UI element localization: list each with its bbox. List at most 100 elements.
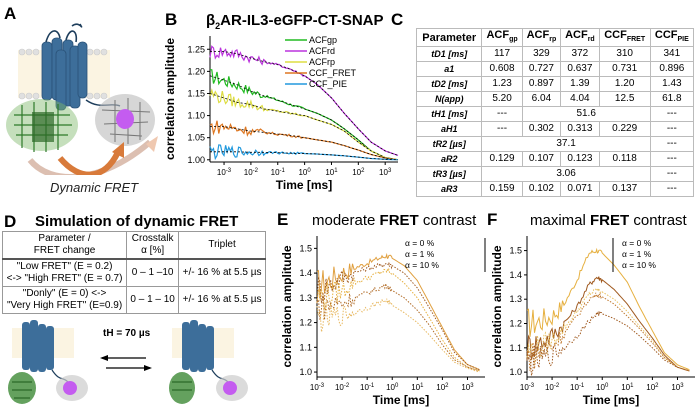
- chart-e: 1.0 1.1 1.2 1.3 1.4 1.5 10-3 10-2 10-1 100 101 102 1…: [280, 236, 486, 407]
- x-tick-label: 10-3: [310, 383, 325, 392]
- value-cell: 0.123: [560, 151, 600, 168]
- dynamic-fret-arrow-light: [27, 139, 152, 175]
- panel-d-title: Simulation of dynamic FRET: [35, 213, 239, 230]
- snap-tag: [95, 94, 155, 146]
- value-cell: 0.159: [481, 181, 523, 198]
- chart-f-title: maximal FRET contrast: [530, 212, 687, 229]
- panel-e-label: E: [277, 210, 289, 229]
- fret-change-cell: "Donly" (E = 0) <-> "Very High FRET" (E=0…: [1, 286, 128, 314]
- title-rest: AR-IL3-eGFP-CT-SNAP: [220, 12, 384, 29]
- x-tick-label: 10-1: [271, 168, 286, 177]
- table-row: "Donly" (E = 0) <-> "Very High FRET" (E=0…: [1, 286, 266, 314]
- legend-label: α = 1 %: [405, 249, 435, 259]
- y-tick-label: 1.20: [187, 66, 205, 76]
- x-tick-label: 100: [596, 383, 609, 392]
- value-cell: 61.8: [649, 91, 695, 108]
- panel-f-label: F: [487, 210, 498, 229]
- value-cell: 0.302: [521, 121, 562, 138]
- value-cell: ---: [481, 106, 523, 123]
- series-line: [209, 45, 399, 156]
- legend-label: ACFrp: [309, 57, 335, 67]
- fit-line: [209, 93, 399, 161]
- value-cell: 0.727: [521, 61, 562, 78]
- table-row: aR3 0.159 0.102 0.071 0.137 ---: [415, 181, 695, 198]
- dynamic-fret-scheme: tH = 70 µs: [8, 320, 248, 404]
- legend-label: α = 10 %: [622, 260, 656, 270]
- chart-b: 1.00 1.05 1.10 1.15 1.20 1.25 10-3 10-2 10-1 100 1…: [163, 35, 399, 192]
- fit-line: [210, 51, 399, 156]
- parameter-cell: aH1: [415, 121, 483, 138]
- rate-label: tH = 70 µs: [103, 328, 151, 339]
- equilibrium-arrows: [100, 355, 152, 371]
- y-tick-label: 1.3: [299, 293, 312, 303]
- value-cell: 51.6: [521, 106, 651, 123]
- value-cell: ---: [649, 166, 695, 183]
- title-sub: 2: [215, 21, 221, 31]
- parameter-cell: tD2 [ms]: [415, 76, 483, 93]
- parameter-cell: aR2: [415, 151, 483, 168]
- y-axis-label: correlation amplitude: [490, 245, 504, 367]
- dynamic-fret-arrow: [57, 150, 121, 175]
- value-cell: ---: [481, 121, 523, 138]
- series-line: [316, 262, 480, 371]
- parameter-cell: tR2 [µs]: [415, 136, 483, 153]
- y-tick-label: 1.4: [299, 268, 312, 278]
- low-fret-state: [8, 320, 88, 404]
- chart-e-title: moderate FRET contrast: [312, 212, 477, 229]
- y-tick-label: 1.05: [187, 133, 205, 143]
- x-tick-label: 100: [298, 168, 311, 177]
- y-tick-label: 1.00: [187, 155, 205, 165]
- value-cell: 0.118: [598, 151, 651, 168]
- header-parameter: Parameter / FRET change: [1, 231, 128, 260]
- gfp-barrel: [6, 99, 78, 152]
- parameter-cell: tD1 [ms]: [415, 46, 483, 63]
- value-cell: 0.129: [481, 151, 523, 168]
- table-row: aR2 0.129 0.107 0.123 0.118 ---: [415, 151, 695, 168]
- gpcr-helices: [41, 37, 88, 111]
- series-line: [209, 120, 399, 161]
- parameter-cell: a1: [415, 61, 483, 78]
- parameter-cell: tH1 [ms]: [415, 106, 483, 123]
- y-tick-label: 1.15: [187, 88, 205, 98]
- value-cell: 0.107: [521, 151, 562, 168]
- legend-label: α = 1 %: [622, 249, 652, 259]
- value-cell: 1.23: [481, 76, 523, 93]
- y-tick-label: 1.0: [509, 367, 522, 377]
- value-cell: 3.06: [481, 166, 651, 183]
- column-header: ACFgp: [481, 27, 523, 48]
- panel-c-label: C: [391, 10, 404, 29]
- table-row: tH1 [ms] --- 51.6 ---: [415, 106, 695, 123]
- header-crosstalk: Crosstalk α [%]: [126, 231, 180, 260]
- value-cell: 0.102: [521, 181, 562, 198]
- series-line: [526, 276, 690, 372]
- panel-a-label: A: [4, 4, 17, 23]
- simulation-table: Parameter / FRET change Crosstalk α [%] Tr…: [1, 231, 266, 314]
- value-cell: 0.897: [521, 76, 562, 93]
- table-row: N(app) 5.20 6.04 4.04 12.5 61.8: [415, 91, 695, 108]
- x-axis-label: Time [ms]: [276, 178, 332, 192]
- fit-parameter-table: Parameter ACFgp ACFrp ACFrd CCFFRET CCFPIE tD…: [415, 27, 695, 198]
- value-cell: 341: [649, 46, 695, 63]
- crosstalk-cell: 0 – 1 – 10: [126, 286, 180, 314]
- chart-b-title: β2AR-IL3-eGFP-CT-SNAP: [206, 12, 384, 31]
- legend-label: CCF_PIE: [309, 79, 347, 89]
- y-tick-label: 1.10: [187, 111, 205, 121]
- y-tick-label: 1.2: [509, 319, 522, 329]
- parameter-cell: N(app): [415, 91, 483, 108]
- x-tick-label: 10-2: [335, 383, 350, 392]
- y-tick-label: 1.3: [509, 294, 522, 304]
- y-tick-label: 1.5: [509, 246, 522, 256]
- x-tick-label: 101: [411, 383, 424, 392]
- parameter-cell: tR3 [µs]: [415, 166, 483, 183]
- title-beta: β: [206, 12, 216, 29]
- series-line: [526, 292, 690, 372]
- crosstalk-cell: 0 – 1 –10: [126, 258, 180, 287]
- parameter-cell: aR3: [415, 181, 483, 198]
- value-cell: ---: [649, 181, 695, 198]
- value-cell: 0.071: [560, 181, 600, 198]
- x-tick-label: 101: [621, 383, 634, 392]
- x-tick-label: 10-1: [360, 383, 375, 392]
- fit-line: [209, 75, 399, 161]
- value-cell: 0.313: [560, 121, 600, 138]
- value-cell: 0.608: [481, 61, 523, 78]
